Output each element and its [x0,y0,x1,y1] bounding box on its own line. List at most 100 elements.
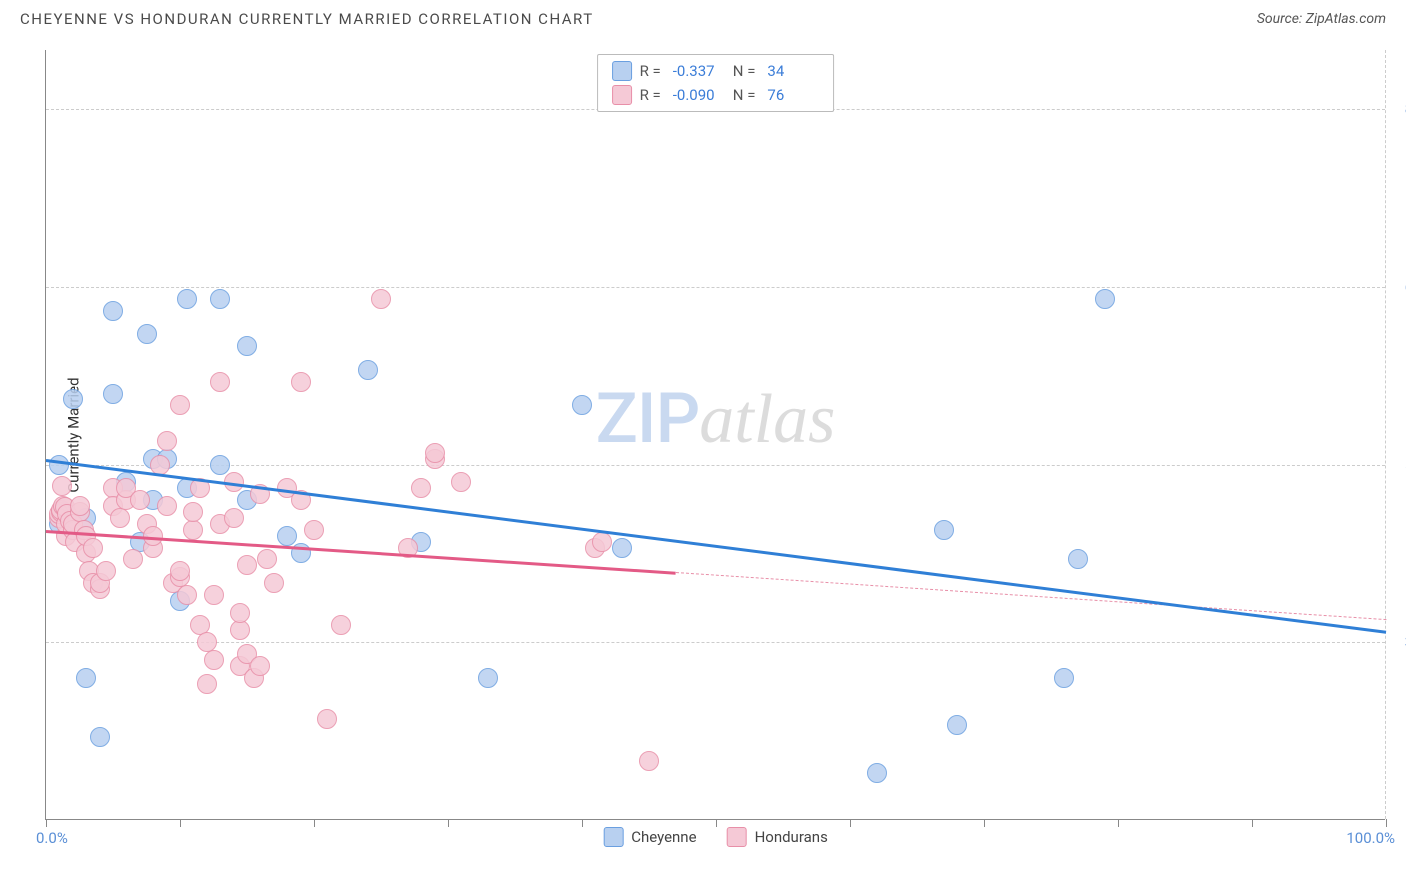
scatter-point-hondurans [157,431,177,451]
scatter-point-hondurans [70,496,90,516]
series-legend-item-cheyenne: Cheyenne [603,827,696,847]
x-tick [448,819,449,827]
series-legend-label: Hondurans [755,828,828,846]
scatter-point-cheyenne [478,668,498,688]
correlation-legend: R = -0.337 N = 34R = -0.090 N = 76 [597,54,835,112]
legend-n-value: 34 [767,59,819,83]
scatter-point-cheyenne [76,668,96,688]
scatter-point-cheyenne [177,289,197,309]
scatter-point-hondurans [317,709,337,729]
scatter-point-cheyenne [277,526,297,546]
scatter-point-cheyenne [1095,289,1115,309]
scatter-point-hondurans [96,561,116,581]
legend-r-label: R = [640,59,661,83]
scatter-point-hondurans [197,674,217,694]
scatter-point-hondurans [123,549,143,569]
legend-swatch [727,827,747,847]
scatter-point-hondurans [264,573,284,593]
scatter-point-hondurans [331,615,351,635]
scatter-point-hondurans [110,508,130,528]
scatter-point-hondurans [177,585,197,605]
scatter-point-cheyenne [612,538,632,558]
y-tick-label: 80.0% [1390,100,1406,118]
scatter-point-hondurans [170,395,190,415]
scatter-point-cheyenne [947,715,967,735]
source-label: Source: ZipAtlas.com [1257,11,1386,27]
scatter-point-hondurans [237,555,257,575]
scatter-point-hondurans [183,502,203,522]
scatter-point-hondurans [204,650,224,670]
x-axis-min-label: 0.0% [36,829,68,847]
legend-swatch [612,61,632,81]
scatter-point-cheyenne [237,336,257,356]
series-legend-label: Cheyenne [631,828,696,846]
series-legend: Cheyenne Hondurans [603,827,828,847]
scatter-point-hondurans [130,490,150,510]
scatter-point-cheyenne [358,360,378,380]
grid-line [46,287,1385,288]
watermark-zip: ZIP [596,378,700,460]
grid-line [46,642,1385,643]
x-tick [46,819,47,827]
legend-row-hondurans: R =-0.090N =76 [612,83,820,107]
x-tick [1386,819,1387,827]
legend-r-label: R = [640,83,661,107]
scatter-point-hondurans [411,478,431,498]
scatter-point-cheyenne [210,455,230,475]
scatter-point-cheyenne [90,727,110,747]
scatter-point-hondurans [183,520,203,540]
trend-line [676,572,1386,620]
watermark: ZIPatlas [596,378,836,460]
x-tick [984,819,985,827]
scatter-point-hondurans [304,520,324,540]
scatter-point-cheyenne [1054,668,1074,688]
chart-plot-area: Currently Married 0.0% 100.0% ZIPatlas R… [45,50,1385,820]
y-tick-label: 65.0% [1390,278,1406,296]
scatter-point-hondurans [157,496,177,516]
legend-n-value: 76 [767,83,819,107]
chart-title: CHEYENNE VS HONDURAN CURRENTLY MARRIED C… [20,10,594,28]
y-tick-label: 35.0% [1390,633,1406,651]
x-tick [716,819,717,827]
scatter-point-cheyenne [572,395,592,415]
y-tick-label: 50.0% [1390,456,1406,474]
scatter-point-hondurans [230,603,250,623]
scatter-point-hondurans [257,549,277,569]
scatter-point-hondurans [83,538,103,558]
x-tick [180,819,181,827]
x-tick [1118,819,1119,827]
x-tick [1252,819,1253,827]
scatter-point-cheyenne [934,520,954,540]
legend-r-value: -0.090 [673,83,725,107]
legend-n-label: N = [733,59,756,83]
scatter-point-cheyenne [1068,549,1088,569]
legend-swatch [603,827,623,847]
x-tick [850,819,851,827]
scatter-point-cheyenne [210,289,230,309]
scatter-point-hondurans [170,561,190,581]
scatter-point-hondurans [224,508,244,528]
chart-right-edge [1385,50,1386,819]
legend-r-value: -0.337 [673,59,725,83]
x-tick [582,819,583,827]
scatter-point-hondurans [592,532,612,552]
x-tick [314,819,315,827]
scatter-point-hondurans [291,372,311,392]
scatter-point-cheyenne [103,301,123,321]
scatter-point-hondurans [210,372,230,392]
scatter-point-hondurans [451,472,471,492]
legend-row-cheyenne: R = -0.337 N = 34 [612,59,820,83]
series-legend-item-hondurans: Hondurans [727,827,828,847]
scatter-point-cheyenne [63,389,83,409]
scatter-point-cheyenne [103,384,123,404]
scatter-point-hondurans [204,585,224,605]
scatter-point-hondurans [425,443,445,463]
x-axis-max-label: 100.0% [1346,829,1395,847]
scatter-point-hondurans [250,656,270,676]
scatter-point-hondurans [371,289,391,309]
scatter-point-cheyenne [867,763,887,783]
grid-line [46,465,1385,466]
scatter-point-hondurans [639,751,659,771]
legend-swatch [612,85,632,105]
watermark-atlas: atlas [699,381,835,458]
